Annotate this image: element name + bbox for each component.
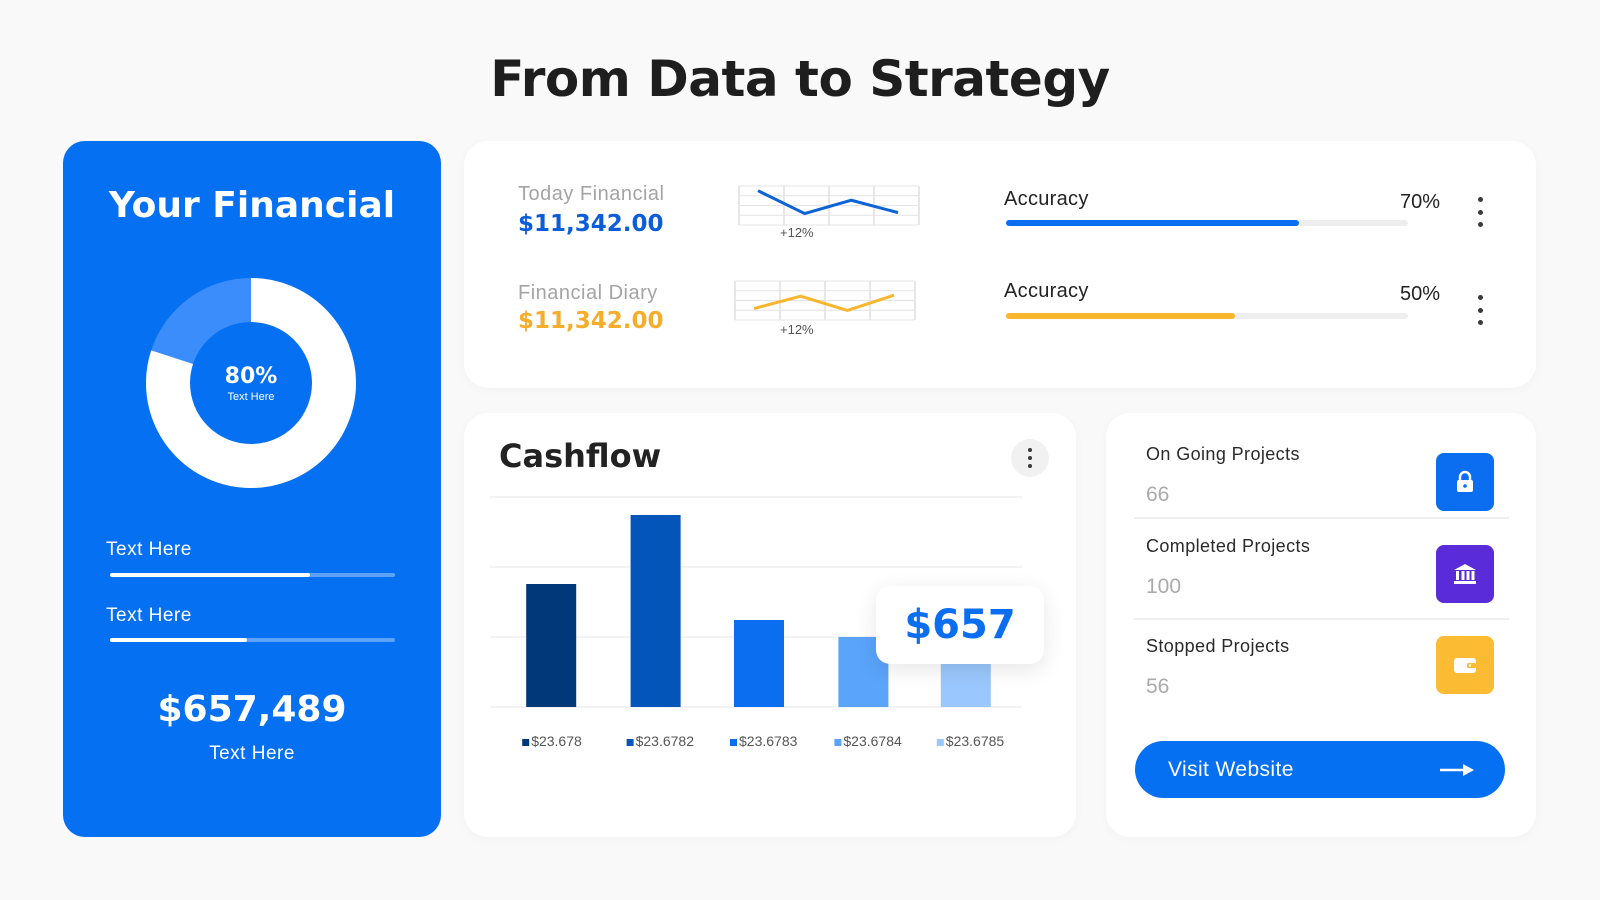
legend-swatch <box>834 739 842 746</box>
finance-row-amount: $11,342.00 <box>518 211 664 237</box>
donut-center: 80% Text Here <box>143 275 359 491</box>
accuracy-label: Accuracy <box>1004 188 1089 210</box>
more-vertical-icon <box>1022 448 1038 468</box>
accuracy-percent: 70% <box>1399 191 1440 213</box>
accuracy-bar-fill <box>1006 220 1300 226</box>
donut-percent: 80% <box>224 363 278 389</box>
divider <box>1134 517 1509 519</box>
sparkline-chart <box>734 280 916 321</box>
legend-label: $23.6783 <box>739 733 798 749</box>
donut-sublabel: Text Here <box>227 390 275 403</box>
arrow-right-icon <box>1440 764 1474 776</box>
financial-bar-track-1 <box>110 573 395 577</box>
project-stat-label: Stopped Projects <box>1146 636 1290 656</box>
visit-website-label: Visit Website <box>1168 757 1294 781</box>
legend-label: $23.6785 <box>946 733 1005 749</box>
financial-card-title: Your Financial <box>108 185 396 226</box>
sparkline-chart <box>738 185 920 226</box>
project-stat-label: On Going Projects <box>1146 444 1300 464</box>
bank-icon <box>1436 545 1494 603</box>
accuracy-percent: 50% <box>1399 283 1440 305</box>
cashflow-bar <box>630 515 681 707</box>
donut-chart <box>146 278 356 488</box>
wallet-icon <box>1436 636 1494 694</box>
financial-total-sublabel: Text Here <box>209 743 295 764</box>
project-stat-value: 100 <box>1146 575 1182 598</box>
financial-summary-card: Your Financial 80% Text Here Text Here T… <box>63 141 441 837</box>
legend-label: $23.678 <box>531 733 582 749</box>
project-stat-value: 66 <box>1146 483 1170 506</box>
visit-website-button[interactable]: Visit Website <box>1135 741 1505 798</box>
projects-panel: On Going Projects 66 Completed Projects … <box>1106 413 1536 837</box>
financial-bar-track-2 <box>110 638 395 642</box>
accuracy-bar-track <box>1006 313 1408 319</box>
divider <box>1134 618 1509 620</box>
financial-overview-panel: Today Financial $11,342.00 +12% Accuracy… <box>464 141 1536 388</box>
financial-total: $657,489 <box>157 689 347 730</box>
cashflow-bar <box>526 584 577 707</box>
row-menu-icon[interactable] <box>1472 295 1488 325</box>
page-title: From Data to Strategy <box>490 50 1110 108</box>
row-menu-icon[interactable] <box>1472 197 1488 227</box>
sparkline-caption: +12% <box>780 322 814 337</box>
donut-fill <box>146 278 356 488</box>
cashflow-title: Cashflow <box>499 437 662 475</box>
project-stat-value: 56 <box>1146 675 1170 698</box>
cashflow-panel: Cashflow $23.678 $23.6782 $23.6783 $23.6784… <box>464 413 1076 837</box>
legend-swatch <box>730 739 737 746</box>
financial-bar-fill-2 <box>110 638 247 642</box>
accuracy-label: Accuracy <box>1004 280 1089 302</box>
cashflow-menu-button[interactable] <box>1011 439 1049 477</box>
legend-label: $23.6782 <box>636 733 695 749</box>
finance-row-label: Today Financial <box>518 183 665 205</box>
finance-row-amount: $11,342.00 <box>518 308 664 334</box>
legend-label: $23.6784 <box>843 733 902 749</box>
legend-swatch <box>522 739 530 746</box>
cashflow-tooltip: $657 <box>876 586 1044 664</box>
financial-bar-label-1: Text Here <box>106 539 192 560</box>
accuracy-bar-fill <box>1006 313 1236 319</box>
financial-bar-fill-1 <box>110 573 310 577</box>
sparkline-caption: +12% <box>780 225 814 240</box>
cashflow-bar <box>734 620 784 707</box>
sparkline-series <box>757 189 899 216</box>
accuracy-bar-track <box>1006 220 1408 226</box>
lock-icon <box>1436 453 1494 511</box>
finance-row-diary: Financial Diary $11,342.00 +12% Accuracy… <box>464 141 1536 337</box>
finance-row-label: Financial Diary <box>518 282 658 304</box>
legend-swatch <box>936 739 944 746</box>
project-stat-label: Completed Projects <box>1146 536 1311 556</box>
sparkline-series <box>753 293 895 312</box>
finance-row-today: Today Financial $11,342.00 +12% Accuracy… <box>464 141 1536 241</box>
legend-swatch <box>626 739 634 746</box>
financial-bar-label-2: Text Here <box>106 605 192 626</box>
